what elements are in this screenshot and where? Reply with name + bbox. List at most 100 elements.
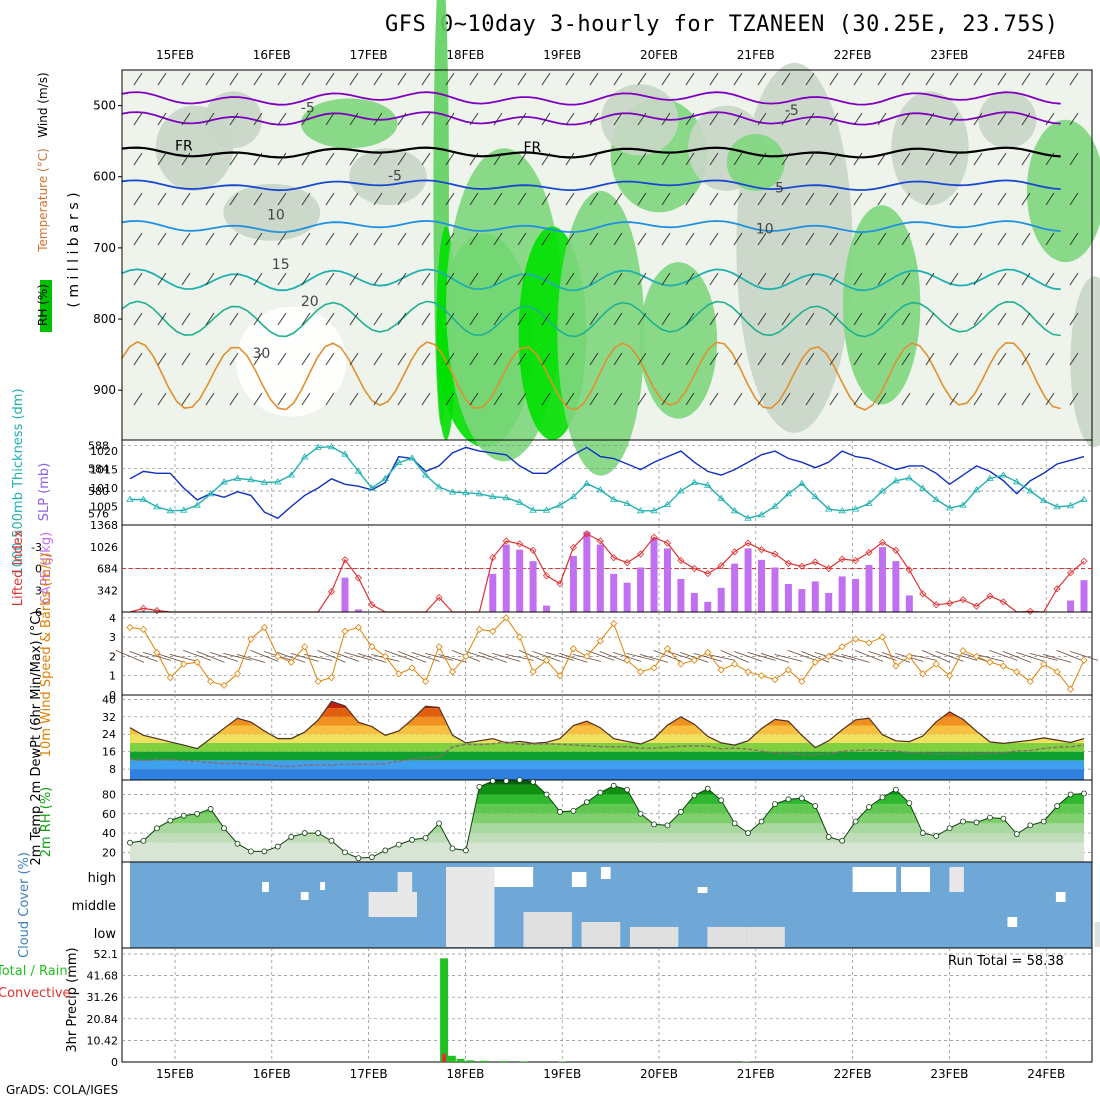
wind-point: [180, 660, 188, 668]
wind-point: [274, 652, 282, 660]
wind-barb: [637, 232, 647, 246]
wind-barb: [181, 232, 191, 246]
wind-barb: [685, 192, 695, 206]
wind-barb: [541, 192, 551, 206]
rh-shading: [978, 91, 1037, 149]
wind-point: [690, 656, 698, 664]
wind-barb: [805, 192, 815, 206]
rh-tick-label: 40: [102, 827, 116, 840]
wind-barb: [637, 192, 647, 206]
contour-label: FR: [523, 140, 541, 156]
wind-barb: [925, 152, 935, 166]
wind-barb: [565, 72, 575, 86]
temp-tick-label: 8: [109, 763, 116, 776]
rh-point: [973, 819, 980, 826]
thickness-point: [811, 492, 819, 500]
wind-barb: [757, 232, 767, 246]
wind-barb: [253, 112, 263, 126]
wind-barb: [421, 152, 431, 166]
wind-point: [757, 672, 766, 680]
wind-barb: [829, 152, 839, 166]
thickness-point: [489, 492, 497, 500]
wind-barb: [757, 192, 767, 206]
wind-barb: [925, 352, 935, 366]
wind-legend-label: Wind (m/s): [36, 72, 50, 137]
cloud-level-label: high: [88, 871, 116, 886]
wind-point: [865, 639, 873, 647]
rh-point: [651, 821, 657, 828]
li-point: [717, 562, 725, 570]
thickness-point: [354, 467, 363, 474]
temp-contour-15: [121, 268, 1061, 292]
rh-shading: [726, 134, 785, 191]
wind-point: [717, 666, 725, 674]
wind-barb: [181, 152, 191, 166]
wind-barb: [290, 653, 319, 662]
wind-point: [1053, 668, 1061, 676]
li-point: [341, 556, 349, 564]
wind-barb: [805, 152, 815, 166]
wind-point: [354, 623, 362, 632]
wind-barb: [997, 152, 1007, 166]
contour-label: -5: [388, 168, 402, 184]
rh-point: [664, 822, 671, 829]
wind-barb: [1069, 392, 1079, 406]
wind-barb: [1069, 272, 1079, 286]
wind-barb: [157, 352, 167, 366]
wind-barb: [181, 112, 191, 126]
rh-point: [355, 855, 362, 862]
rh-shading: [1070, 276, 1100, 448]
precip-bar: [456, 1058, 465, 1062]
precip-bar: [447, 1055, 456, 1062]
wind-barb: [1056, 650, 1085, 662]
wind-barb: [181, 312, 191, 326]
cloud-block: [1055, 892, 1066, 902]
li-point: [368, 601, 376, 609]
rh-point: [422, 834, 429, 841]
wind-barb: [277, 192, 287, 206]
li-point: [583, 530, 591, 538]
wind-point: [932, 660, 940, 668]
li-point: [838, 555, 846, 563]
wind-barb: [829, 72, 839, 86]
wind-barb: [877, 352, 887, 366]
cloud-block: [446, 867, 495, 947]
wind-barb: [115, 650, 145, 663]
wind-barb: [685, 272, 695, 286]
wind-barb: [877, 112, 887, 126]
wind-barb: [445, 72, 455, 86]
wind-point: [341, 627, 349, 635]
wind-tick-label: 1: [109, 670, 116, 683]
wind-barb: [925, 272, 935, 286]
wind-point: [422, 677, 430, 686]
wind-barb: [205, 392, 215, 406]
contour-label: FR: [175, 138, 193, 154]
precip-tick-label: 10.42: [87, 1034, 119, 1047]
rh-point: [315, 830, 322, 836]
cape-bar: [744, 548, 752, 612]
li-point: [596, 537, 604, 545]
wind-barb: [421, 232, 431, 246]
wind-barb: [223, 653, 252, 661]
thickness-point: [435, 483, 443, 490]
wind-barb: [901, 112, 911, 126]
thickness-point: [421, 471, 430, 478]
wind-barb: [589, 272, 599, 286]
wind-barb: [493, 72, 503, 86]
li-point: [529, 546, 537, 554]
date-label: 18FEB: [446, 1067, 485, 1081]
wind-barb: [517, 112, 527, 126]
wind-barb: [997, 112, 1007, 126]
cape-bar: [650, 538, 658, 612]
rh-point: [745, 830, 751, 836]
wind-barb: [613, 232, 623, 246]
rh-point: [839, 837, 846, 844]
wind-barb: [469, 192, 479, 206]
wind-barb: [181, 192, 191, 206]
wind-barb: [1021, 272, 1031, 286]
thickness-point: [636, 507, 645, 514]
rh-clear: [236, 306, 347, 417]
thickness-point: [1026, 487, 1034, 494]
wind-barb: [373, 272, 383, 286]
wind-barb: [301, 232, 311, 246]
